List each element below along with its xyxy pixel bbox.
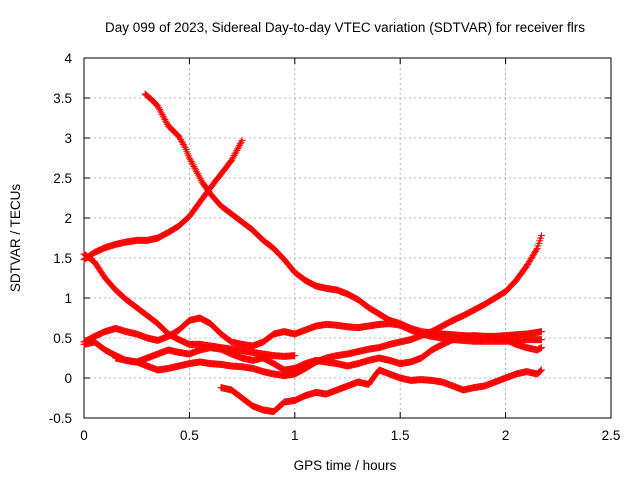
data-point <box>156 107 164 115</box>
x-tick-label: 0.5 <box>180 428 199 443</box>
data-point <box>197 176 205 184</box>
data-marks <box>80 90 545 416</box>
y-tick-label: 0 <box>64 371 72 386</box>
data-point <box>228 155 236 163</box>
data-point <box>233 146 241 154</box>
data-point <box>235 141 243 149</box>
series-7 <box>217 366 545 416</box>
data-point <box>229 153 237 161</box>
data-point <box>232 148 240 156</box>
data-point <box>177 136 185 144</box>
data-point <box>523 262 531 270</box>
data-point <box>529 252 537 260</box>
x-tick-label: 2 <box>502 428 510 443</box>
y-tick-label: 2.5 <box>53 171 72 186</box>
data-point <box>163 119 171 127</box>
data-point <box>155 104 163 112</box>
data-point <box>237 138 245 146</box>
y-tick-label: 3.5 <box>53 91 72 106</box>
data-point <box>189 161 197 169</box>
data-point <box>230 151 238 159</box>
data-point <box>178 137 186 145</box>
data-point <box>524 259 532 267</box>
data-point <box>159 112 167 120</box>
data-point <box>186 156 194 164</box>
data-point <box>179 140 187 148</box>
data-point <box>187 157 195 165</box>
series-6 <box>112 332 545 374</box>
data-point <box>157 109 165 117</box>
data-point <box>196 175 204 183</box>
data-point <box>537 366 545 374</box>
data-point <box>527 255 535 263</box>
x-tick-label: 0 <box>80 428 88 443</box>
data-point <box>228 156 236 164</box>
data-point <box>193 168 201 176</box>
data-point <box>537 367 545 375</box>
data-point <box>161 116 169 124</box>
data-point <box>162 117 170 125</box>
data-point <box>175 132 183 140</box>
data-point <box>235 143 243 151</box>
data-point <box>524 261 532 269</box>
data-point <box>531 247 539 255</box>
y-tick-label: 1.5 <box>53 251 72 266</box>
data-point <box>234 145 242 153</box>
y-tick-label: -0.5 <box>49 411 72 426</box>
y-tick-label: 0.5 <box>53 331 72 346</box>
x-tick-label: 1 <box>291 428 299 443</box>
data-point <box>194 169 202 177</box>
data-point <box>176 134 184 142</box>
series-1 <box>141 90 545 340</box>
y-tick-label: 1 <box>64 291 72 306</box>
data-point <box>154 102 162 110</box>
data-point <box>537 232 545 240</box>
data-point <box>525 258 533 266</box>
data-point <box>537 336 545 344</box>
data-point <box>192 166 200 174</box>
data-point <box>528 253 536 261</box>
data-point <box>537 344 545 352</box>
data-point <box>160 114 168 122</box>
data-point <box>195 173 203 181</box>
series-2 <box>80 136 246 264</box>
x-tick-label: 2.5 <box>602 428 621 443</box>
y-tick-label: 2 <box>64 211 72 226</box>
data-point <box>530 250 538 258</box>
x-tick-label: 1.5 <box>391 428 410 443</box>
data-point <box>158 111 166 119</box>
data-point <box>180 142 188 150</box>
data-point <box>526 256 534 264</box>
data-point <box>156 105 164 113</box>
data-point <box>178 139 186 147</box>
y-tick-label: 3 <box>64 131 72 146</box>
data-point <box>152 100 160 108</box>
data-point <box>537 328 545 336</box>
axis-ticks: 0 0.5 1 1.5 2 2.5 -0.5 0 0.5 1 1.5 2 2.5 3 3.5 4 <box>49 51 621 443</box>
data-point <box>531 249 539 257</box>
data-point <box>238 136 246 144</box>
y-axis-label: SDTVAR / TECUs <box>8 184 23 293</box>
data-point <box>291 352 299 360</box>
data-point <box>188 159 196 167</box>
x-axis-label: GPS time / hours <box>294 458 397 473</box>
data-point <box>185 154 193 162</box>
data-point <box>231 150 239 158</box>
data-point <box>191 164 199 172</box>
y-tick-label: 4 <box>64 51 72 66</box>
data-point <box>532 246 540 254</box>
data-point <box>194 171 202 179</box>
series-5 <box>80 232 545 380</box>
data-point <box>536 368 544 376</box>
chart-title: Day 099 of 2023, Sidereal Day-to-day VTE… <box>105 20 585 35</box>
plot-frame <box>83 57 612 419</box>
data-point <box>236 140 244 148</box>
data-point <box>190 163 198 171</box>
